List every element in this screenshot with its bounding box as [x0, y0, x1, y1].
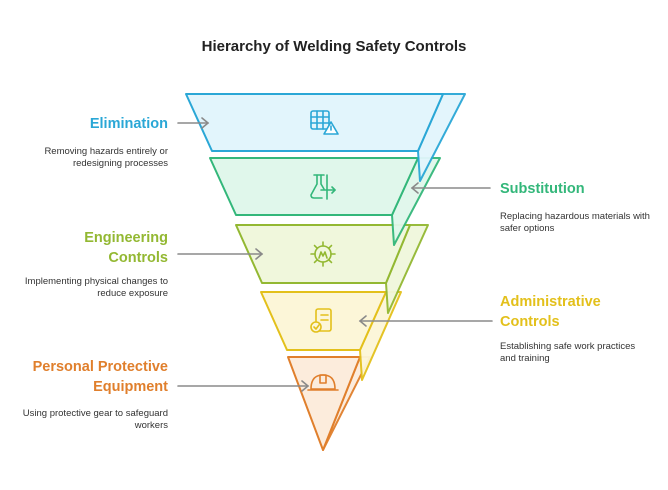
icon-part: [310, 174, 323, 199]
icon-part: [327, 258, 333, 264]
icon-part: [310, 321, 322, 333]
arrow-head: [301, 380, 310, 392]
arrow-head: [410, 182, 419, 194]
connector-arrow-administrative: [358, 315, 493, 327]
heading-line: Elimination: [89, 116, 168, 132]
arrow-head: [201, 117, 210, 129]
icon-part: [331, 186, 336, 194]
icon-part: [319, 374, 327, 384]
description-line: redesigning processes: [72, 158, 168, 169]
level-engineering-description: Implementing physical changes to reduce …: [20, 276, 168, 300]
description-line: Establishing safe work practices: [500, 341, 636, 352]
level-engineering-heading: Engineering Controls: [20, 228, 168, 268]
level-administrative-description: Establishing safe work practices and tra…: [500, 341, 660, 365]
connector-arrow-engineering: [177, 248, 264, 260]
gear-icon: [310, 241, 336, 267]
description-line: Removing hazards entirely or: [44, 146, 168, 157]
level-elimination-description: Removing hazards entirely or redesigning…: [20, 146, 168, 170]
icon-part: [318, 251, 328, 259]
description-line: and training: [500, 353, 550, 364]
funnel-layer-ppe: [287, 356, 371, 451]
funnel-layer-engineering: [235, 224, 429, 314]
grid-warning-icon: [310, 110, 339, 135]
hard-hat-icon: [307, 374, 339, 391]
description-line: Replacing hazardous materials with: [500, 211, 650, 222]
heading-line: Administrative: [500, 294, 601, 310]
funnel-layer-front: [260, 291, 387, 351]
icon-part: [327, 244, 333, 250]
icon-part: [315, 308, 332, 332]
level-ppe-description: Using protective gear to safeguard worke…: [10, 408, 168, 432]
funnel-layer-substitution: [209, 157, 441, 246]
heading-line: Controls: [108, 250, 168, 266]
icon-part: [320, 174, 325, 190]
level-substitution-heading: Substitution: [500, 179, 660, 199]
description-line: safer options: [500, 223, 555, 234]
funnel-layer-front: [287, 356, 361, 451]
heading-line: Substitution: [500, 181, 585, 197]
icon-part: [310, 110, 330, 130]
funnel-layer-administrative: [260, 291, 402, 381]
level-substitution-description: Replacing hazardous materials with safer…: [500, 211, 660, 235]
connector-arrow-ppe: [177, 380, 310, 392]
level-elimination-heading: Elimination: [20, 114, 168, 134]
connector-arrow-elimination: [177, 117, 210, 129]
funnel-layer-front: [235, 224, 411, 284]
icon-part: [313, 258, 319, 264]
diagram-title: Hierarchy of Welding Safety Controls: [201, 38, 467, 55]
flask-swap-icon: [310, 174, 336, 200]
funnel-layer-front: [209, 157, 419, 216]
heading-line: Engineering: [84, 230, 168, 246]
level-ppe-heading: Personal Protective Equipment: [10, 357, 168, 397]
heading-line: Controls: [500, 314, 560, 330]
level-administrative-heading: Administrative Controls: [500, 292, 660, 332]
description-line: Implementing physical changes to: [24, 276, 168, 287]
connector-arrow-substitution: [410, 182, 491, 194]
icon-part: [313, 244, 319, 250]
description-line: reduce exposure: [97, 288, 168, 299]
heading-line: Personal Protective: [32, 359, 168, 375]
heading-line: Equipment: [93, 379, 168, 395]
description-line: workers: [134, 420, 168, 431]
description-line: Using protective gear to safeguard: [22, 408, 168, 419]
arrow-head: [255, 248, 264, 260]
arrow-head: [358, 315, 367, 327]
document-check-icon: [310, 308, 332, 333]
icon-part: [313, 324, 320, 330]
